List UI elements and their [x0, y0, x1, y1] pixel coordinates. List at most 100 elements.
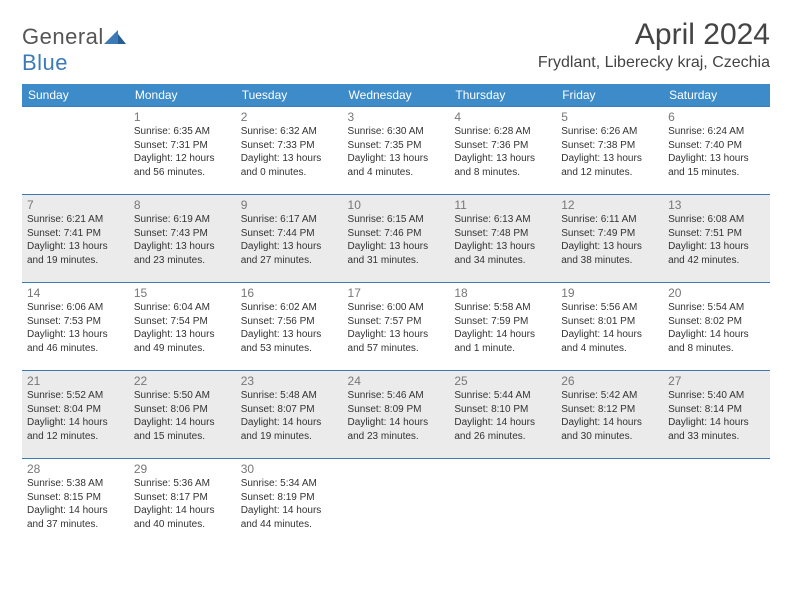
sunrise-value: 5:36 AM	[173, 478, 210, 489]
sunrise-value: 5:52 AM	[66, 390, 103, 401]
brand-text: GeneralBlue	[22, 24, 126, 76]
sunset-label: Sunset:	[561, 228, 598, 239]
sunset-value: 8:14 PM	[705, 404, 742, 415]
sunrise-value: 5:46 AM	[387, 390, 424, 401]
day-info: Sunrise: 6:08 AMSunset: 7:51 PMDaylight:…	[668, 213, 765, 267]
sunset-label: Sunset:	[241, 140, 278, 151]
sunset-value: 8:15 PM	[64, 492, 101, 503]
brand-icon	[104, 28, 126, 44]
sunset-label: Sunset:	[348, 404, 385, 415]
calendar-cell: 3Sunrise: 6:30 AMSunset: 7:35 PMDaylight…	[343, 107, 450, 195]
sunset-value: 7:48 PM	[491, 228, 528, 239]
sunrise-value: 6:24 AM	[708, 126, 745, 137]
calendar-table: SundayMondayTuesdayWednesdayThursdayFrid…	[22, 84, 770, 547]
calendar-cell: 10Sunrise: 6:15 AMSunset: 7:46 PMDayligh…	[343, 195, 450, 283]
day-number: 19	[561, 286, 658, 300]
sunrise-label: Sunrise:	[241, 390, 280, 401]
sunset-value: 8:01 PM	[598, 316, 635, 327]
sunset-value: 7:49 PM	[598, 228, 635, 239]
sunset-value: 8:10 PM	[491, 404, 528, 415]
calendar-week: 28Sunrise: 5:38 AMSunset: 8:15 PMDayligh…	[22, 459, 770, 547]
sunset-label: Sunset:	[241, 404, 278, 415]
daylight-label: Daylight:	[454, 241, 496, 252]
day-info: Sunrise: 5:38 AMSunset: 8:15 PMDaylight:…	[27, 477, 124, 531]
day-number: 1	[134, 110, 231, 124]
calendar-week: 1Sunrise: 6:35 AMSunset: 7:31 PMDaylight…	[22, 107, 770, 195]
day-number: 8	[134, 198, 231, 212]
day-info: Sunrise: 6:06 AMSunset: 7:53 PMDaylight:…	[27, 301, 124, 355]
day-info: Sunrise: 5:44 AMSunset: 8:10 PMDaylight:…	[454, 389, 551, 443]
sunset-value: 7:59 PM	[491, 316, 528, 327]
daylight-label: Daylight:	[134, 329, 176, 340]
sunrise-label: Sunrise:	[27, 478, 66, 489]
day-info: Sunrise: 6:35 AMSunset: 7:31 PMDaylight:…	[134, 125, 231, 179]
day-header: Wednesday	[343, 84, 450, 107]
daylight-label: Daylight:	[561, 417, 603, 428]
day-info: Sunrise: 6:00 AMSunset: 7:57 PMDaylight:…	[348, 301, 445, 355]
daylight-label: Daylight:	[561, 329, 603, 340]
sunrise-value: 5:58 AM	[494, 302, 531, 313]
day-info: Sunrise: 5:50 AMSunset: 8:06 PMDaylight:…	[134, 389, 231, 443]
daylight-label: Daylight:	[27, 329, 69, 340]
day-number: 25	[454, 374, 551, 388]
sunrise-value: 5:40 AM	[708, 390, 745, 401]
sunset-value: 8:07 PM	[277, 404, 314, 415]
sunset-value: 7:56 PM	[277, 316, 314, 327]
month-title: April 2024	[538, 18, 770, 52]
daylight-label: Daylight:	[27, 241, 69, 252]
sunset-label: Sunset:	[561, 404, 598, 415]
day-info: Sunrise: 6:11 AMSunset: 7:49 PMDaylight:…	[561, 213, 658, 267]
day-header: Saturday	[663, 84, 770, 107]
calendar-cell: 22Sunrise: 5:50 AMSunset: 8:06 PMDayligh…	[129, 371, 236, 459]
day-number: 10	[348, 198, 445, 212]
sunset-value: 8:06 PM	[171, 404, 208, 415]
sunset-value: 7:41 PM	[64, 228, 101, 239]
day-number: 7	[27, 198, 124, 212]
sunrise-value: 5:38 AM	[66, 478, 103, 489]
sunset-label: Sunset:	[348, 140, 385, 151]
sunrise-label: Sunrise:	[348, 302, 387, 313]
sunrise-label: Sunrise:	[134, 478, 173, 489]
daylight-label: Daylight:	[134, 153, 176, 164]
daylight-label: Daylight:	[134, 505, 176, 516]
daylight-label: Daylight:	[241, 505, 283, 516]
sunrise-label: Sunrise:	[668, 302, 707, 313]
day-info: Sunrise: 5:36 AMSunset: 8:17 PMDaylight:…	[134, 477, 231, 531]
daylight-label: Daylight:	[454, 329, 496, 340]
sunset-value: 7:33 PM	[277, 140, 314, 151]
sunrise-label: Sunrise:	[241, 214, 280, 225]
calendar-cell	[343, 459, 450, 547]
day-info: Sunrise: 6:15 AMSunset: 7:46 PMDaylight:…	[348, 213, 445, 267]
sunset-label: Sunset:	[668, 140, 705, 151]
sunset-label: Sunset:	[134, 404, 171, 415]
calendar-cell: 2Sunrise: 6:32 AMSunset: 7:33 PMDaylight…	[236, 107, 343, 195]
sunrise-label: Sunrise:	[27, 302, 66, 313]
sunrise-value: 5:34 AM	[280, 478, 317, 489]
daylight-label: Daylight:	[241, 329, 283, 340]
sunset-value: 8:09 PM	[384, 404, 421, 415]
daylight-label: Daylight:	[241, 241, 283, 252]
day-info: Sunrise: 5:52 AMSunset: 8:04 PMDaylight:…	[27, 389, 124, 443]
sunset-label: Sunset:	[668, 228, 705, 239]
sunset-value: 7:35 PM	[384, 140, 421, 151]
day-number: 27	[668, 374, 765, 388]
calendar-cell: 12Sunrise: 6:11 AMSunset: 7:49 PMDayligh…	[556, 195, 663, 283]
day-info: Sunrise: 5:34 AMSunset: 8:19 PMDaylight:…	[241, 477, 338, 531]
calendar-cell: 19Sunrise: 5:56 AMSunset: 8:01 PMDayligh…	[556, 283, 663, 371]
daylight-label: Daylight:	[241, 417, 283, 428]
sunrise-label: Sunrise:	[241, 478, 280, 489]
day-number: 26	[561, 374, 658, 388]
day-info: Sunrise: 5:58 AMSunset: 7:59 PMDaylight:…	[454, 301, 551, 355]
day-number: 14	[27, 286, 124, 300]
daylight-label: Daylight:	[348, 329, 390, 340]
calendar-cell: 11Sunrise: 6:13 AMSunset: 7:48 PMDayligh…	[449, 195, 556, 283]
day-number: 24	[348, 374, 445, 388]
day-number: 4	[454, 110, 551, 124]
calendar-cell: 8Sunrise: 6:19 AMSunset: 7:43 PMDaylight…	[129, 195, 236, 283]
sunset-value: 7:43 PM	[171, 228, 208, 239]
calendar-cell	[449, 459, 556, 547]
calendar-cell: 26Sunrise: 5:42 AMSunset: 8:12 PMDayligh…	[556, 371, 663, 459]
daylight-label: Daylight:	[134, 241, 176, 252]
sunrise-value: 5:50 AM	[173, 390, 210, 401]
sunrise-label: Sunrise:	[134, 214, 173, 225]
